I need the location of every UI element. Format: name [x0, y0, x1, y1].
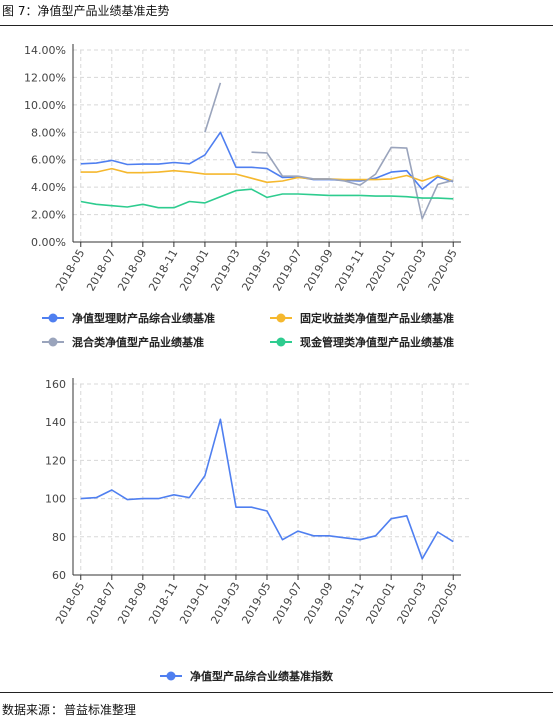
top-chart-legend-label: 混合类净值型产品业绩基准 [72, 335, 204, 349]
bottom-chart-x-tick-label: 2018-11 [146, 580, 180, 626]
top-chart-y-tick-label: 10.00% [24, 99, 66, 112]
top-chart-x-tick-label: 2019-07 [270, 247, 304, 293]
data-source: 数据来源：普益标准整理 [2, 701, 136, 718]
bottom-chart-x-tick-label: 2020-05 [426, 580, 460, 626]
top-chart-series-3-line [80, 188, 454, 209]
bottom-chart-y-tick-label: 120 [45, 454, 66, 467]
bottom-chart-x-tick-label: 2020-03 [395, 580, 429, 626]
top-chart-legend-marker [276, 337, 286, 347]
bottom-chart-x-tick-label: 2018-09 [115, 580, 149, 626]
top-chart-y-tick-label: 12.00% [24, 71, 66, 84]
source-value: 普益标准整理 [64, 703, 137, 717]
bottom-chart-x-tick-label: 2019-11 [332, 580, 366, 626]
top-chart-x-tick-label: 2018-09 [115, 247, 149, 293]
top-chart-legend-item: 净值型理财产品综合业绩基准 [42, 311, 215, 325]
top-chart-y-tick-label: 6.00% [31, 154, 66, 167]
top-chart-legend-item: 混合类净值型产品业绩基准 [42, 335, 204, 349]
top-chart-series-2-line [251, 146, 454, 220]
top-chart-x-tick-label: 2020-05 [426, 247, 460, 293]
top-chart-legend-marker [48, 337, 58, 347]
top-chart-series-1-line [80, 167, 454, 184]
bottom-chart: 60801001201401602018-052018-072018-09201… [45, 378, 469, 683]
bottom-chart-legend-item: 净值型产品综合业绩基准指数 [160, 669, 334, 683]
top-chart-legend-marker [276, 313, 286, 323]
source-separator: ： [51, 703, 64, 717]
top-chart-x-tick-label: 2018-11 [146, 247, 180, 293]
top-chart-y-tick-label: 8.00% [31, 126, 66, 139]
top-chart-x-tick-label: 2020-01 [364, 247, 398, 293]
top-chart: 0.00% 2.00% 4.00% 6.00% 8.00% 10.00% 12.00% 14.… [24, 44, 469, 349]
bottom-chart-legend-label: 净值型产品综合业绩基准指数 [190, 669, 334, 683]
bottom-chart-x-tick-label: 2019-03 [208, 580, 242, 626]
top-chart-series-2-line [204, 82, 222, 133]
top-chart-y-tick-label: 2.00% [31, 209, 66, 222]
bottom-chart-y-tick-label: 60 [52, 569, 66, 582]
top-chart-y-tick-label: 14.00% [24, 44, 66, 57]
bottom-rule [0, 692, 553, 693]
top-chart-legend-label: 净值型理财产品综合业绩基准 [72, 311, 215, 325]
top-chart-x-tick-label: 2019-11 [332, 247, 366, 293]
bottom-chart-x-tick-label: 2019-09 [301, 580, 335, 626]
bottom-chart-x-tick-label: 2020-01 [364, 580, 398, 626]
top-chart-series-0-line [80, 131, 454, 190]
top-chart-x-tick-label: 2020-03 [395, 247, 429, 293]
bottom-chart-x-tick-label: 2019-05 [239, 580, 273, 626]
top-chart-x-tick-label: 2018-05 [53, 247, 87, 293]
top-chart-x-tick-label: 2019-09 [301, 247, 335, 293]
top-chart-legend-label: 现金管理类净值型产品业绩基准 [300, 335, 454, 349]
top-chart-legend-item: 固定收益类净值型产品业绩基准 [270, 311, 454, 325]
top-chart-x-tick-label: 2019-03 [208, 247, 242, 293]
source-label: 数据来源 [2, 703, 51, 717]
bottom-chart-x-tick-label: 2019-07 [270, 580, 304, 626]
top-chart-x-tick-label: 2018-07 [84, 247, 118, 293]
top-chart-legend-label: 固定收益类净值型产品业绩基准 [300, 311, 454, 325]
bottom-chart-y-tick-label: 100 [45, 493, 66, 506]
bottom-chart-legend-marker [166, 671, 176, 681]
top-chart-x-tick-label: 2019-05 [239, 247, 273, 293]
top-chart-x-tick-label: 2019-01 [177, 247, 211, 293]
figure-title: 图 7：净值型产品业绩基准走势 [2, 4, 170, 18]
bottom-chart-x-tick-label: 2018-07 [84, 580, 118, 626]
bottom-chart-y-tick-label: 80 [52, 531, 66, 544]
top-chart-y-tick-label: 0.00% [31, 236, 66, 249]
top-rule [0, 25, 553, 26]
bottom-chart-y-tick-label: 140 [45, 416, 66, 429]
bottom-chart-x-tick-label: 2018-05 [53, 580, 87, 626]
bottom-chart-y-tick-label: 160 [45, 378, 66, 391]
top-chart-legend-item: 现金管理类净值型产品业绩基准 [270, 335, 454, 349]
top-chart-legend-marker [48, 313, 58, 323]
bottom-chart-series-0-line [80, 418, 454, 560]
bottom-chart-x-tick-label: 2019-01 [177, 580, 211, 626]
top-chart-y-tick-label: 4.00% [31, 181, 66, 194]
